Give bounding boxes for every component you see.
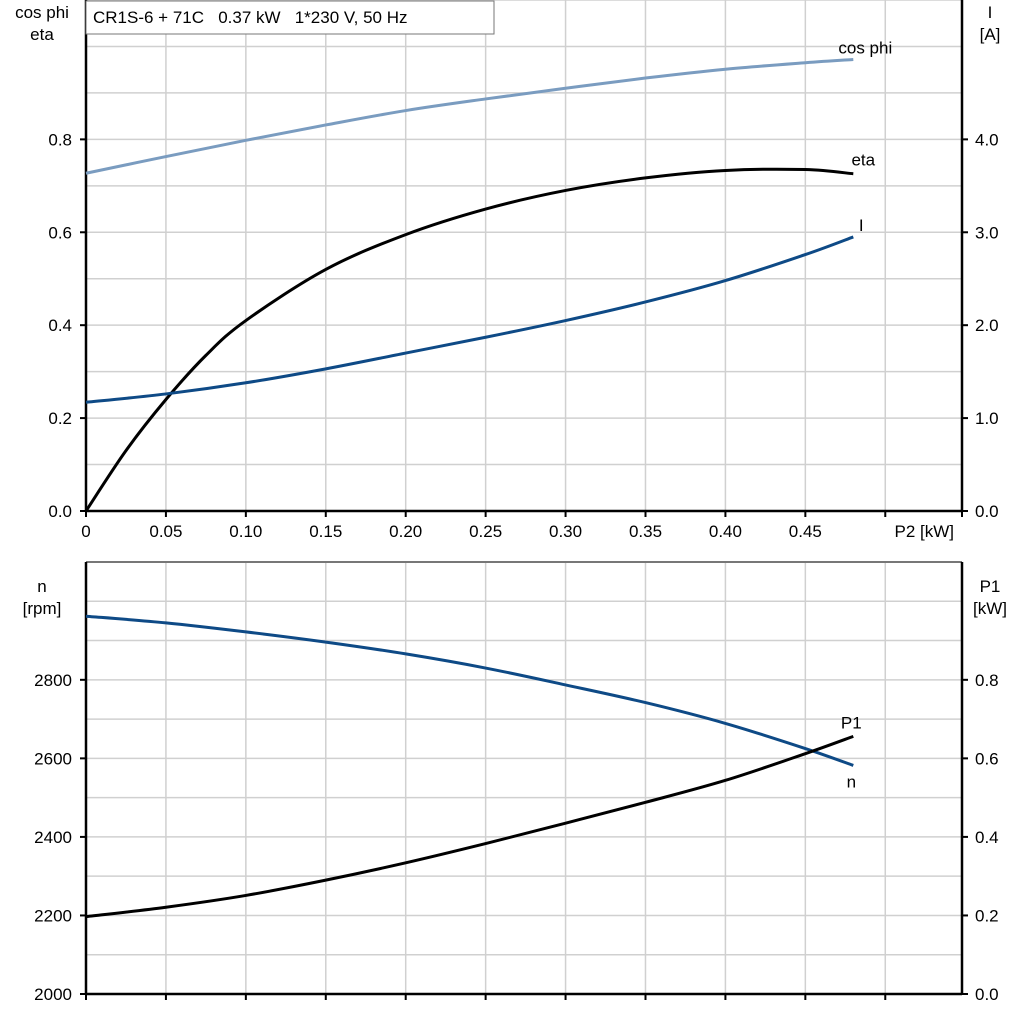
series-label-i: I	[859, 216, 864, 235]
y-tick-label-right: 0.4	[975, 828, 999, 847]
y-tick-label-right: 2.0	[975, 316, 999, 335]
x-tick-label: 0.40	[709, 522, 742, 541]
upper-plot: 0.0 0.2 0.4 0.6 0.8 0.0 1.0 2.0 3.0 4.0 0 0.05 0.10 0…	[15, 0, 1000, 541]
y-axis-label-left: [rpm]	[23, 599, 62, 618]
y-tick-label-right: 0.6	[975, 749, 999, 768]
y-tick-label-left: 0.2	[48, 409, 72, 428]
y-tick-label-right: 1.0	[975, 409, 999, 428]
x-tick-label: 0.20	[389, 522, 422, 541]
series-label-eta: eta	[851, 151, 875, 170]
x-tick-label: 0.10	[229, 522, 262, 541]
y-tick-label-left: 2400	[34, 828, 72, 847]
y-tick-label-right: 4.0	[975, 130, 999, 149]
y-tick-label-right: 3.0	[975, 223, 999, 242]
lower-plot: 2000 2200 2400 2600 2800 0.0 0.2 0.4 0.6 0.8 n [rpm…	[23, 561, 1007, 1004]
y-tick-label-left: 0.6	[48, 223, 72, 242]
y-tick-label-right: 0.8	[975, 671, 999, 690]
y-axis-label-left: n	[37, 577, 46, 596]
y-axis-label-left: eta	[30, 25, 54, 44]
x-tick-label: 0.15	[309, 522, 342, 541]
y-tick-label-right: 0.0	[975, 985, 999, 1004]
x-tick-label: 0.35	[629, 522, 662, 541]
series-line-i	[85, 235, 854, 404]
y-tick-label-right: 0.0	[975, 502, 999, 521]
series-line-p1	[85, 734, 854, 919]
y-tick-label-left: 2000	[34, 985, 72, 1004]
y-tick-label-left: 2600	[34, 749, 72, 768]
series-line-n	[85, 614, 854, 767]
y-tick-label-left: 2800	[34, 671, 72, 690]
y-tick-label-left: 0.4	[48, 316, 72, 335]
x-tick-label: 0.30	[549, 522, 582, 541]
x-tick-label: 0.25	[469, 522, 502, 541]
series-line-eta	[84, 167, 854, 512]
x-tick-label: 0	[81, 522, 90, 541]
series-label-cos-phi: cos phi	[838, 38, 892, 57]
chart-title: CR1S-6 + 71C 0.37 kW 1*230 V, 50 Hz	[93, 8, 408, 27]
y-tick-label-left: 0.8	[48, 130, 72, 149]
series-label-n: n	[847, 772, 856, 791]
y-axis-label-right: [A]	[980, 25, 1001, 44]
title-box	[85, 0, 495, 35]
series-label-p1: P1	[841, 713, 862, 732]
x-tick-label: 0.05	[149, 522, 182, 541]
series-line-cos-phi	[85, 57, 854, 175]
y-axis-label-right: I	[988, 3, 993, 22]
y-axis-label-right: P1	[980, 577, 1001, 596]
y-axis-label-right: [kW]	[973, 599, 1007, 618]
x-axis-label: P2 [kW]	[894, 522, 954, 541]
y-tick-label-left: 2200	[34, 906, 72, 925]
y-tick-label-right: 0.2	[975, 906, 999, 925]
y-axis-label-left: cos phi	[15, 3, 69, 22]
y-tick-label-left: 0.0	[48, 502, 72, 521]
x-tick-label: 0.45	[789, 522, 822, 541]
